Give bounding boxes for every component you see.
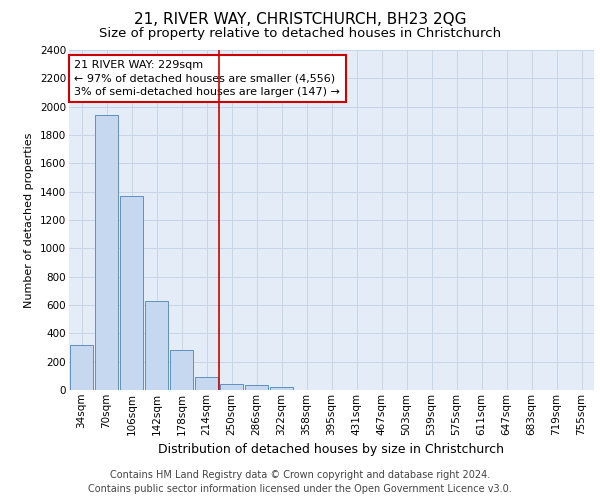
Bar	[70, 344, 93, 390]
Text: 21, RIVER WAY, CHRISTCHURCH, BH23 2QG: 21, RIVER WAY, CHRISTCHURCH, BH23 2QG	[134, 12, 466, 28]
Text: Size of property relative to detached houses in Christchurch: Size of property relative to detached ho…	[99, 28, 501, 40]
Bar	[195, 376, 218, 390]
Bar	[95, 115, 118, 390]
Text: Contains HM Land Registry data © Crown copyright and database right 2024.
Contai: Contains HM Land Registry data © Crown c…	[88, 470, 512, 494]
Bar	[145, 300, 168, 390]
Bar	[245, 385, 268, 390]
Bar	[120, 196, 143, 390]
Bar	[220, 384, 243, 390]
Y-axis label: Number of detached properties: Number of detached properties	[25, 132, 34, 308]
X-axis label: Distribution of detached houses by size in Christchurch: Distribution of detached houses by size …	[158, 443, 505, 456]
Bar	[270, 387, 293, 390]
Bar	[170, 350, 193, 390]
Text: 21 RIVER WAY: 229sqm
← 97% of detached houses are smaller (4,556)
3% of semi-det: 21 RIVER WAY: 229sqm ← 97% of detached h…	[74, 60, 340, 96]
